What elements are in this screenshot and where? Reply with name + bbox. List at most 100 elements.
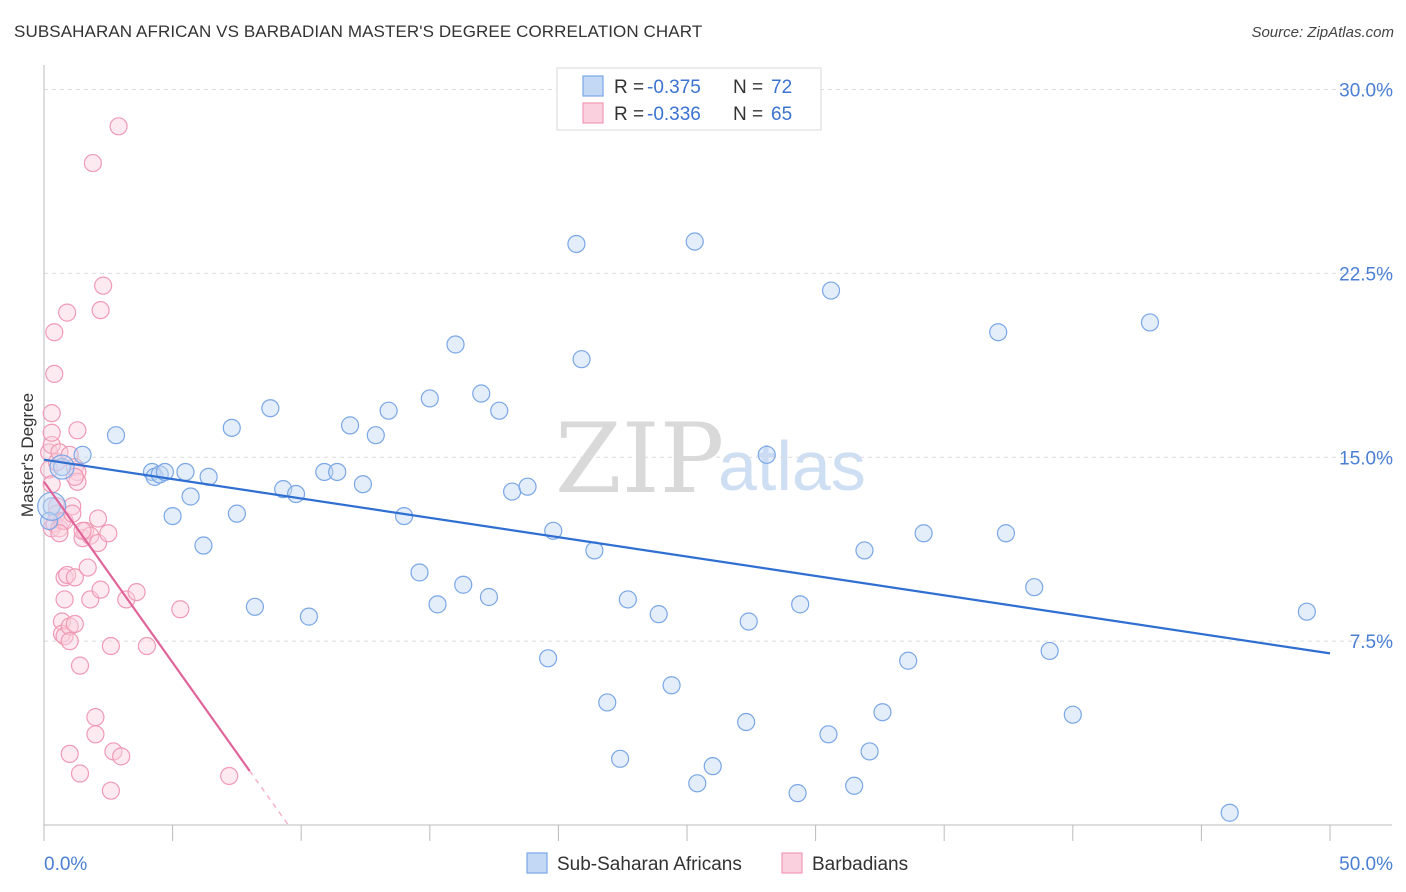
point-sub-saharan-african [428,595,447,614]
y-tick-labels: 7.5% 15.0% 22.5% 30.0% [1339,81,1393,654]
trend-line-barbadians [43,481,251,772]
point-barbadian [91,580,110,599]
point-sub-saharan-african [703,757,722,776]
point-sub-saharan-african [788,784,807,803]
y-tick-label: 22.5% [1339,264,1393,285]
chart-source: Source: ZipAtlas.com [1251,24,1394,41]
point-barbadian [68,472,87,491]
y-axis-label: Master's Degree [18,393,37,517]
point-barbadian [127,582,146,602]
point-barbadian [60,744,79,764]
y-tick-label: 30.0% [1339,81,1393,102]
point-sub-saharan-african [490,401,509,420]
point-sub-saharan-african [163,506,182,526]
point-barbadian [73,521,92,540]
point-sub-saharan-african [821,281,841,300]
point-sub-saharan-african [618,590,637,609]
watermark-zip: ZIP [555,403,724,515]
point-barbadian [137,636,156,656]
legend-r-label-1: R = [614,77,644,98]
point-barbadian [83,153,102,173]
point-barbadian [88,509,108,528]
point-sub-saharan-african [222,418,241,437]
point-sub-saharan-african [181,487,200,506]
x-tick-labels: 0.0% 50.0% [44,854,1393,875]
point-barbadian [68,421,87,440]
point-barbadian [65,467,84,486]
watermark-atlas: atlas [718,427,866,505]
point-sub-saharan-african [446,335,465,354]
point-barbadian [65,568,84,587]
point-sub-saharan-african [757,445,776,464]
point-barbadian [58,303,77,322]
y-tick-label: 15.0% [1339,448,1393,469]
legend-r-value-1: -0.375 [647,77,701,98]
point-barbadian [50,524,69,543]
point-sub-saharan-african [315,462,334,482]
point-sub-saharan-african [855,541,874,560]
point-sub-saharan-african [379,401,398,420]
point-sub-saharan-african [472,384,491,403]
point-sub-saharan-african [1025,578,1044,597]
point-barbadian [60,632,79,651]
point-barbadian [86,708,105,727]
point-sub-saharan-african [989,323,1008,342]
bottom-legend-swatch-blue [526,852,548,874]
point-sub-saharan-african [1220,803,1239,822]
point-sub-saharan-african [261,399,280,418]
point-sub-saharan-african [479,587,499,607]
point-barbadian [112,747,131,766]
legend-r-label-2: R = [614,104,644,125]
point-sub-saharan-african [737,712,756,732]
point-sub-saharan-african [860,742,879,761]
point-sub-saharan-african [1040,641,1059,661]
point-barbadian [45,364,64,384]
point-sub-saharan-african [819,725,838,744]
point-barbadian [91,301,110,320]
point-sub-saharan-african [366,426,385,445]
point-sub-saharan-african [662,676,681,695]
point-sub-saharan-african-cluster [49,454,75,480]
legend: R = -0.375 N = 72 R = -0.336 N = 65 [556,67,822,131]
point-sub-saharan-african [518,477,537,496]
point-sub-saharan-african [611,749,630,768]
point-sub-saharan-african [598,693,617,712]
bottom-legend-label-pink: Barbadians [812,854,908,875]
point-barbadian [42,404,61,423]
point-barbadian [45,323,64,342]
gridlines [44,89,1392,642]
y-tick-label: 7.5% [1350,632,1393,653]
point-sub-saharan-african [845,776,864,795]
point-barbadian [65,614,84,634]
point-sub-saharan-african [227,504,246,523]
point-sub-saharan-african [299,607,319,626]
legend-n-value-2: 65 [771,104,792,125]
point-sub-saharan-african [539,649,558,668]
point-sub-saharan-african [194,536,213,555]
legend-n-label-2: N = [733,104,763,125]
point-sub-saharan-african [791,595,810,614]
point-barbadian [171,600,190,619]
point-sub-saharan-african [649,605,668,624]
point-sub-saharan-african [996,524,1016,543]
point-sub-saharan-african [353,475,373,494]
point-barbadian [52,624,72,643]
point-barbadian [78,558,97,577]
point-sub-saharan-african [394,506,414,526]
point-barbadian [42,423,61,442]
point-barbadian [94,276,113,295]
point-barbadian [55,627,74,646]
point-sub-saharan-african [914,524,933,543]
point-barbadian [101,781,120,800]
point-barbadian [55,590,74,609]
point-sub-saharan-african [873,703,892,722]
point-sub-saharan-african [1063,705,1082,724]
point-sub-saharan-african [340,416,360,435]
x-tick-label-max: 50.0% [1339,854,1393,875]
bottom-legend: Sub-Saharan Africans Barbadians [526,852,908,875]
point-barbadian [70,764,90,783]
point-barbadian [220,766,239,786]
point-barbadian [101,636,120,656]
point-sub-saharan-african [328,462,347,482]
